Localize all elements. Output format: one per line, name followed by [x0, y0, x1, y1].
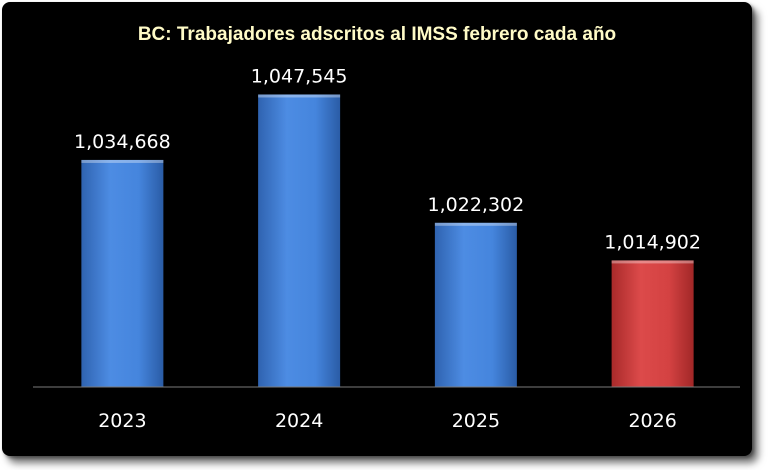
value-label-2026: 1,014,902: [604, 231, 701, 253]
bar-2024: [258, 94, 341, 387]
bar-2026: [611, 260, 694, 387]
bar-top-highlight: [258, 94, 341, 98]
bar-2025: [434, 222, 517, 387]
x-tick-label-2025: 2025: [452, 410, 500, 432]
bar-top-highlight: [434, 222, 517, 226]
value-label-2023: 1,034,668: [74, 131, 171, 153]
x-tick-label-2024: 2024: [275, 410, 323, 432]
x-tick-label-2026: 2026: [628, 410, 676, 432]
x-tick-label-2023: 2023: [98, 410, 146, 432]
bar-2023: [81, 159, 164, 387]
chart-frame: BC: Trabajadores adscritos al IMSS febre…: [2, 2, 752, 456]
chart-title: BC: Trabajadores adscritos al IMSS febre…: [137, 24, 617, 45]
value-label-2025: 1,022,302: [428, 194, 525, 216]
bar-top-highlight: [81, 159, 164, 163]
value-label-2024: 1,047,545: [251, 65, 348, 87]
bar-top-highlight: [611, 260, 694, 264]
bar-chart: 1,034,668 2023 1,047,545 2024 1,022,302 2025 1…: [33, 65, 740, 432]
